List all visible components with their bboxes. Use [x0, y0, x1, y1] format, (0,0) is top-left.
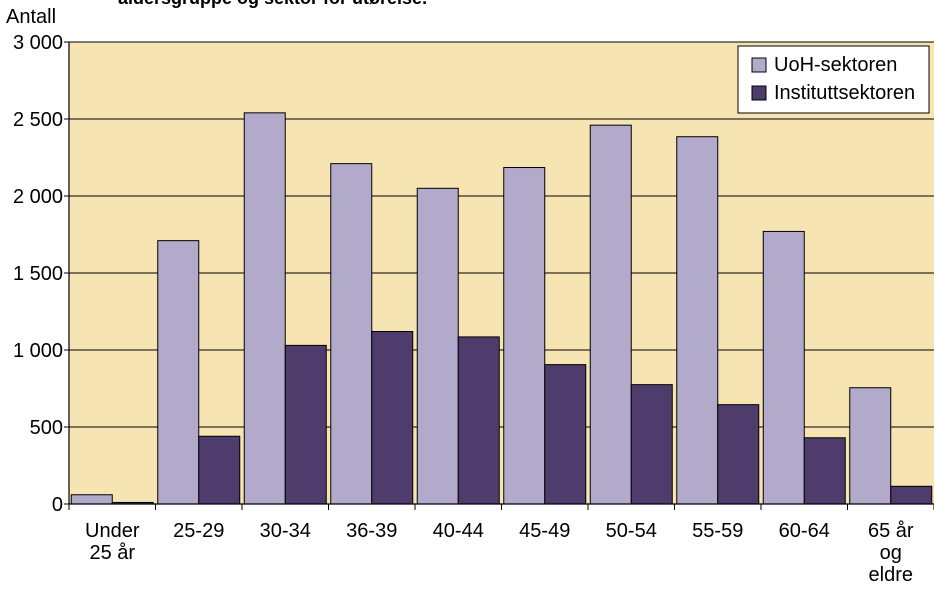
bar-uoh: [243, 112, 286, 505]
bar-institutt: [803, 437, 846, 505]
bar-institutt: [457, 336, 500, 505]
legend: UoH-sektoren Instituttsektoren: [737, 45, 930, 114]
bar-uoh: [676, 136, 719, 505]
x-category-label: 55-59: [692, 520, 743, 542]
x-category-label: 50-54: [606, 520, 657, 542]
x-category-label: 40-44: [433, 520, 484, 542]
x-category-label: 60-64: [779, 520, 830, 542]
bar-institutt: [198, 435, 241, 505]
x-category-label: 25-29: [173, 520, 224, 542]
bar-institutt: [890, 485, 933, 505]
bars: [70, 112, 933, 505]
bar-institutt: [717, 404, 760, 505]
y-tick-label: 0: [52, 494, 63, 516]
x-category-label: 65 år og eldre: [868, 520, 914, 586]
y-tick-label: 2 000: [13, 186, 63, 208]
y-tick-label: 3 000: [13, 32, 63, 54]
y-axis-label: Antall: [6, 6, 56, 28]
bar-uoh: [70, 494, 113, 505]
legend-swatch: [751, 57, 767, 73]
y-tick-label: 1 500: [13, 263, 63, 285]
bar-institutt: [371, 331, 414, 505]
bar-uoh: [849, 387, 892, 505]
legend-label: UoH-sektoren: [774, 54, 897, 76]
y-tick-label: 2 500: [13, 109, 63, 131]
y-tick-label: 1 000: [13, 340, 63, 362]
bar-uoh: [589, 124, 632, 505]
legend-box: [737, 45, 930, 114]
x-category-label: 45-49: [519, 520, 570, 542]
bar-institutt: [284, 344, 327, 505]
bar-institutt: [630, 384, 673, 505]
bar-uoh: [157, 240, 200, 505]
legend-swatch: [751, 85, 767, 101]
y-tick-label: 500: [30, 417, 63, 439]
bar-uoh: [416, 187, 459, 505]
bar-uoh: [762, 230, 805, 505]
bar-institutt: [544, 364, 587, 505]
y-axis-ticks: 0 500 1 000 1 500 2 000 2 500 3 000: [13, 32, 69, 516]
bar-uoh: [503, 167, 546, 505]
chart-title: aldersgruppe og sektor for utøreise.: [118, 0, 427, 8]
bar-uoh: [330, 163, 373, 505]
x-category-label: 36-39: [346, 520, 397, 542]
x-category-label: 30-34: [260, 520, 311, 542]
legend-label: Instituttsektoren: [774, 82, 915, 104]
x-category-label: Under 25 år: [85, 520, 140, 564]
x-axis-categories: Under 25 år 25-29 30-34 36-39 40-44 45-49 50-54…: [68, 504, 934, 586]
